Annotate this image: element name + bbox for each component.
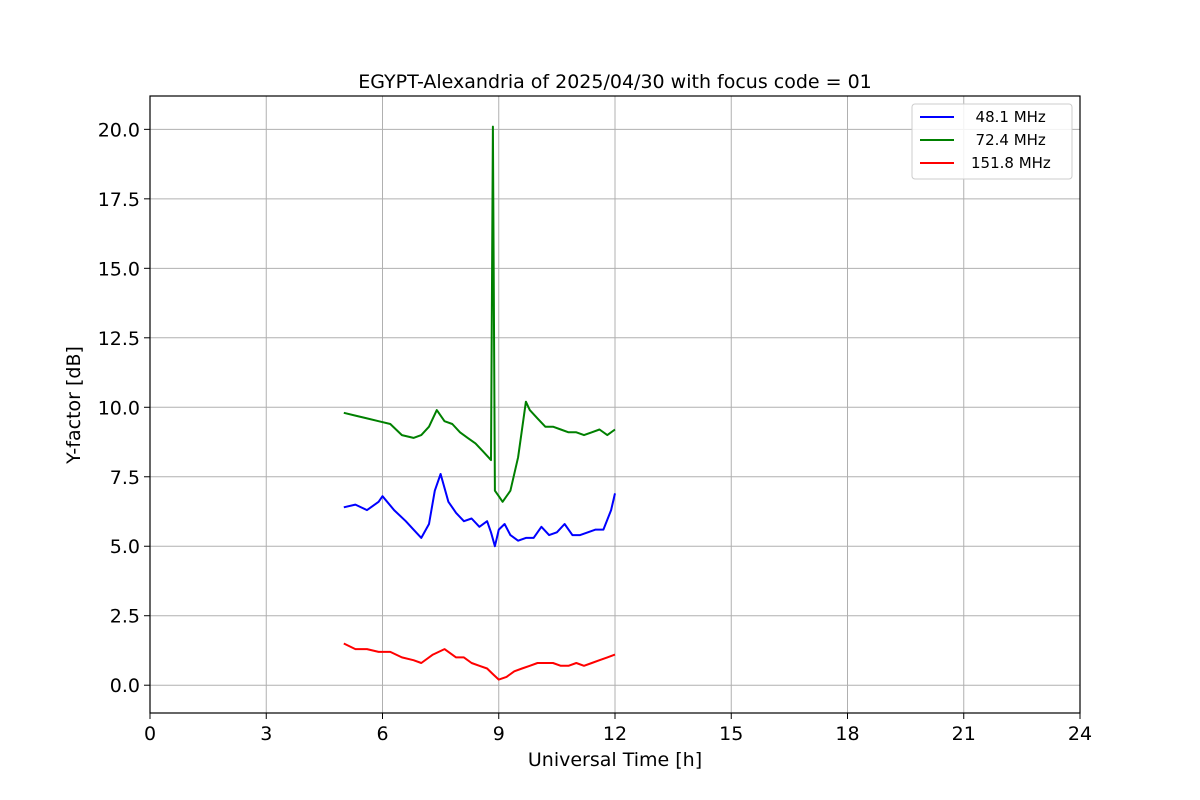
legend: 48.1 MHz 72.4 MHz 151.8 MHz bbox=[911, 103, 1073, 180]
x-tick-label: 15 bbox=[719, 723, 743, 745]
legend-label-151: 151.8 MHz bbox=[971, 154, 1051, 172]
chart-title: EGYPT-Alexandria of 2025/04/30 with focu… bbox=[358, 71, 872, 93]
legend-label-48: 48.1 MHz bbox=[966, 108, 1046, 126]
series-layer bbox=[343, 125, 616, 681]
y-tick-label: 20.0 bbox=[98, 119, 140, 141]
y-axis-label: Y-factor [dB] bbox=[63, 346, 85, 465]
y-tick-label: 12.5 bbox=[98, 328, 140, 350]
x-tick-label: 3 bbox=[260, 723, 272, 745]
series-line-0 bbox=[343, 473, 616, 548]
legend-label-72: 72.4 MHz bbox=[966, 131, 1046, 149]
x-tick-label: 0 bbox=[144, 723, 156, 745]
x-tick-label: 12 bbox=[603, 723, 627, 745]
y-tick-label: 10.0 bbox=[98, 397, 140, 419]
series-line-1 bbox=[343, 125, 616, 503]
legend-box bbox=[911, 103, 1073, 180]
series-line-2 bbox=[343, 642, 616, 681]
x-tick-label: 24 bbox=[1068, 723, 1092, 745]
y-tick-label: 0.0 bbox=[110, 675, 140, 697]
x-axis-label: Universal Time [h] bbox=[528, 749, 702, 771]
x-tick-label: 6 bbox=[376, 723, 388, 745]
y-tick-label: 17.5 bbox=[98, 189, 140, 211]
x-tick-label: 21 bbox=[952, 723, 976, 745]
y-tick-label: 2.5 bbox=[110, 606, 140, 628]
y-tick-label: 7.5 bbox=[110, 467, 140, 489]
y-tick-label: 5.0 bbox=[110, 536, 140, 558]
x-tick-label: 18 bbox=[835, 723, 859, 745]
x-tick-label: 9 bbox=[493, 723, 505, 745]
ticks: 0 3 6 9 12 15 18 21 24 0.0 2.5 5.0 7.5 10.0 12.5 15.0 17… bbox=[98, 119, 1092, 745]
y-tick-label: 15.0 bbox=[98, 258, 140, 280]
